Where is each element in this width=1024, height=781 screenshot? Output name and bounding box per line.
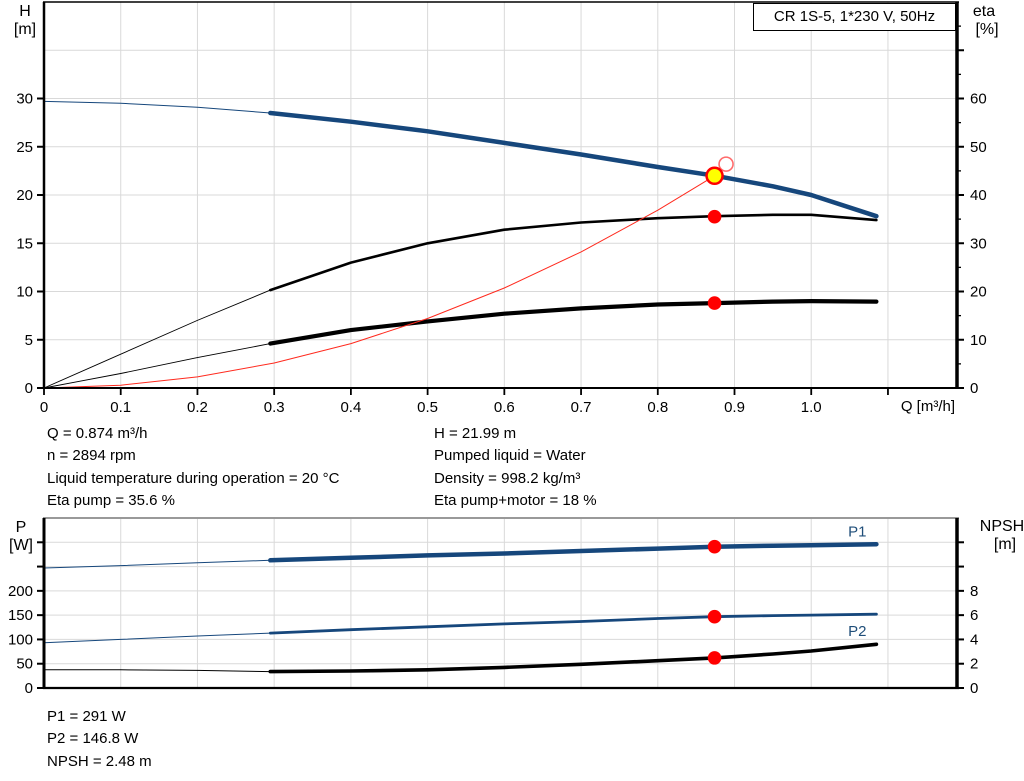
- left-axis-tick-label: 15: [16, 235, 33, 252]
- info-density: Density = 998.2 kg/m³: [434, 470, 581, 487]
- info-head: H = 21.99 m: [434, 425, 517, 442]
- left-axis-tick-label: 25: [16, 139, 33, 156]
- y-right-axis-unit: [m]: [994, 536, 1016, 553]
- x-axis-tick-label: 0.7: [571, 399, 592, 416]
- info-npsh: NPSH = 2.48 m: [47, 753, 152, 770]
- h-q-curve-thin-extension: [43, 100, 271, 114]
- right-axis-tick-label: 20: [970, 284, 987, 301]
- x-axis-title: Q [m³/h]: [901, 398, 955, 415]
- eta-pump-curve: [268, 213, 878, 292]
- p1-curve-thin-extension: [43, 559, 271, 569]
- info-p1: P1 = 291 W: [47, 708, 126, 725]
- left-axis-tick-label: 200: [8, 583, 33, 600]
- y-right-axis-title: NPSH: [980, 518, 1024, 535]
- npsh-curve: [268, 642, 879, 674]
- y-left-axis-title: P: [16, 519, 27, 536]
- left-axis-tick-label: 20: [16, 187, 33, 204]
- system-curve: [43, 175, 715, 389]
- operating-point-dot: [707, 539, 722, 554]
- p1-curve: [268, 541, 879, 563]
- series-label-p2: P2: [848, 623, 866, 640]
- y-left-axis-unit: [m]: [14, 21, 36, 38]
- right-axis-tick-label: 40: [970, 187, 987, 204]
- y-left-axis-unit: [W]: [9, 537, 33, 554]
- operating-point-dot: [707, 651, 722, 665]
- eta-pump-curve-thin-extension: [43, 289, 271, 389]
- left-axis-tick-label: 100: [8, 631, 33, 648]
- eta-pump-motor-curve-thin-extension: [43, 343, 271, 389]
- x-axis-tick-label: 1.0: [801, 399, 822, 416]
- pump-title-box: CR 1S-5, 1*230 V, 50Hz: [753, 3, 956, 31]
- x-axis-tick-label: 0.4: [340, 399, 361, 416]
- right-axis-tick-label: 4: [970, 631, 978, 648]
- x-axis-tick-label: 0.6: [494, 399, 515, 416]
- operating-point-dot: [707, 209, 722, 224]
- info-eta-pump-motor: Eta pump+motor = 18 %: [434, 492, 597, 509]
- x-axis-tick-label: 0.1: [110, 399, 131, 416]
- info-flow: Q = 0.874 m³/h: [47, 425, 148, 442]
- x-axis-tick-label: 0.2: [187, 399, 208, 416]
- right-axis-tick-label: 60: [970, 91, 987, 108]
- x-axis-tick-label: 0.9: [724, 399, 745, 416]
- operating-point-dot: [707, 296, 722, 310]
- left-axis-tick-label: 0: [25, 380, 33, 397]
- right-axis-tick-label: 0: [970, 380, 978, 397]
- right-axis-tick-label: 2: [970, 656, 978, 673]
- left-axis-tick-label: 5: [25, 332, 33, 349]
- p2-curve-thin-extension: [43, 632, 271, 644]
- right-axis-tick-label: 30: [970, 235, 987, 252]
- duty-point-marker: [705, 166, 724, 186]
- npsh-curve-thin-extension: [44, 669, 271, 673]
- eta-pump-motor-curve: [268, 299, 879, 346]
- info-liquid-temp: Liquid temperature during operation = 20…: [47, 470, 340, 487]
- left-axis-tick-label: 30: [16, 91, 33, 108]
- y-right-axis-title: eta: [973, 3, 995, 20]
- right-axis-tick-label: 8: [970, 583, 978, 600]
- info-eta-pump: Eta pump = 35.6 %: [47, 492, 175, 509]
- left-axis-tick-label: 10: [16, 284, 33, 301]
- y-right-axis-unit: [%]: [975, 21, 998, 38]
- series-label-p1: P1: [848, 524, 866, 541]
- y-left-axis-title: H: [19, 3, 31, 20]
- rated-point-marker: [718, 156, 734, 172]
- x-axis-tick-label: 0.5: [417, 399, 438, 416]
- info-speed: n = 2894 rpm: [47, 447, 136, 464]
- h-q-curve: [268, 110, 879, 219]
- info-p2: P2 = 146.8 W: [47, 730, 139, 747]
- p2-curve: [268, 612, 878, 635]
- left-axis-tick-label: 0: [25, 680, 33, 697]
- x-axis-tick-label: 0.3: [264, 399, 285, 416]
- right-axis-tick-label: 6: [970, 607, 978, 624]
- x-axis-tick-label: 0: [40, 399, 48, 416]
- right-axis-tick-label: 50: [970, 139, 987, 156]
- right-axis-tick-label: 10: [970, 332, 987, 349]
- left-axis-tick-label: 50: [16, 656, 33, 673]
- right-axis-tick-label: 0: [970, 680, 978, 697]
- info-pumped-liquid: Pumped liquid = Water: [434, 447, 586, 464]
- x-axis-tick-label: 0.8: [647, 399, 668, 416]
- operating-point-dot: [707, 609, 722, 624]
- left-axis-tick-label: 150: [8, 607, 33, 624]
